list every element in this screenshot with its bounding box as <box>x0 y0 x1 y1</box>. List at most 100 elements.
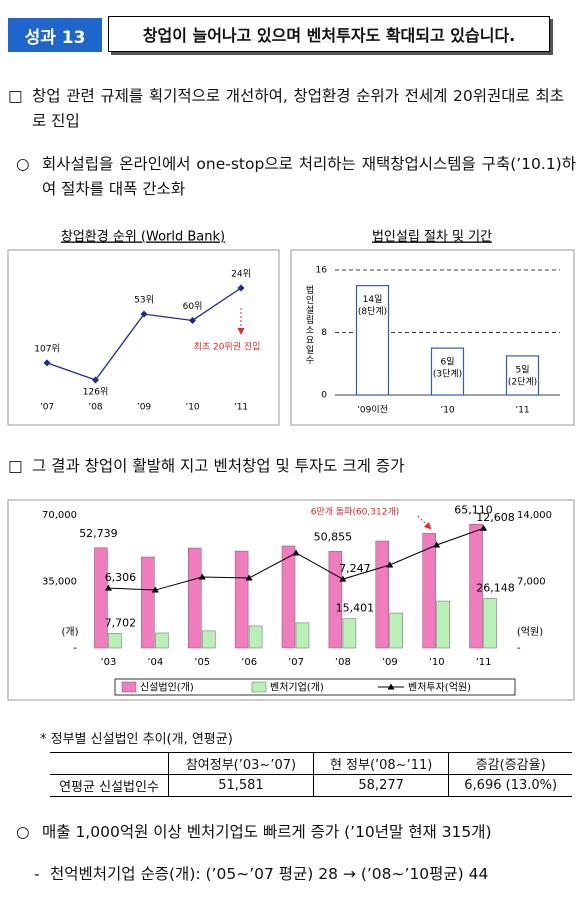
data-label: 65,110 <box>454 503 493 516</box>
bar <box>375 540 390 649</box>
bar <box>328 551 343 649</box>
x-tick-label: ’10 <box>440 406 455 416</box>
x-tick-label: ’11 <box>234 403 248 413</box>
point <box>140 310 148 318</box>
header-cell: 현 정부(’08∼’11) <box>312 752 450 775</box>
y-tick-label: 35,000 <box>42 577 77 588</box>
bar <box>187 547 202 649</box>
data-label: 12,608 <box>476 511 515 524</box>
table: 참여정부(’03∼’07) 현 정부(’08∼’11) 증감(증감율) 연평균 신설… <box>50 752 572 797</box>
x-tick-label: ’03 <box>100 657 116 668</box>
x-tick-label: ’10 <box>429 657 445 668</box>
y2-tick-label: 14,000 <box>517 510 552 521</box>
x-tick-label: ’11 <box>476 657 492 668</box>
section-text: 천억벤처기업 순증(개): (’05∼’07 평균) 28 → (’08∼’10… <box>50 865 489 883</box>
annotation: 최초 20위권 진입 <box>194 341 261 353</box>
y2-tick-label: 7,000 <box>517 577 546 588</box>
x-tick-label: ’04 <box>147 657 163 668</box>
x-tick-label: ’10 <box>185 403 200 413</box>
chart-title: 법인설립 절차 및 기간 <box>372 230 492 245</box>
data-label: 52,739 <box>79 527 118 540</box>
y-tick-label: 8 <box>321 328 327 338</box>
section: □ 창업 관련 규제를 획기적으로 개선하여, 창업환경 순위가 전세계 20위권… <box>8 84 564 134</box>
point <box>245 574 253 581</box>
point <box>433 541 441 548</box>
cell: 58,277 <box>312 774 450 797</box>
x-tick-label: ’07 <box>40 403 54 413</box>
section-text: 창업 관련 규제를 획기적으로 개선하여, 창업환경 순위가 전세계 20위권대… <box>32 87 564 130</box>
legend-swatch <box>251 681 267 693</box>
badge: 성과 13 <box>8 18 102 52</box>
data-label: 7,702 <box>105 616 137 629</box>
point <box>292 549 300 556</box>
legend-swatch <box>387 683 395 690</box>
charts: 창업환경 순위 (World Bank) 107위 ’07 126위 ’08 53위 ’09… <box>7 230 575 701</box>
bar <box>430 347 465 396</box>
data-label: 6일 <box>440 357 454 368</box>
marker: □ <box>8 457 23 475</box>
bar <box>201 630 216 649</box>
bar <box>108 633 122 649</box>
chart-frame <box>7 249 280 426</box>
bar <box>234 550 249 649</box>
legend-label: 벤처기업(개) <box>270 681 324 694</box>
bar <box>389 612 404 649</box>
bar <box>295 622 310 649</box>
header-cell: 증감(증감율) <box>448 752 572 775</box>
point <box>104 584 112 591</box>
point <box>386 561 394 568</box>
section-text: 회사설립을 온라인에서 one-stop으로 처리하는 재택창업시스템을 구축(… <box>42 155 576 198</box>
bar <box>155 632 169 649</box>
data-label: 107위 <box>34 343 59 354</box>
x-tick-label: ’06 <box>241 657 257 668</box>
annotation: 6만개 돌파(60,312개) <box>311 507 400 518</box>
x-tick-label: ’11 <box>515 406 529 416</box>
bar <box>342 618 357 649</box>
legend-frame <box>114 678 516 696</box>
bar <box>483 598 497 649</box>
data-label: 53위 <box>134 295 154 306</box>
point <box>339 575 347 582</box>
data-label: 6,306 <box>105 571 137 584</box>
bar <box>94 547 108 649</box>
arrow <box>417 515 432 530</box>
header-cell: 참여정부(’03∼’07) <box>168 752 314 775</box>
data-label: 5일 <box>515 364 529 375</box>
x-tick-label: ’07 <box>288 657 304 668</box>
point <box>151 586 159 593</box>
point <box>237 284 245 292</box>
x-tick-label: ’09이전 <box>357 405 388 416</box>
headline: 창업이 늘어나고 있으며 벤처투자도 확대되고 있습니다. <box>108 16 550 52</box>
data-label: 26,148 <box>476 581 515 594</box>
legend-label: 벤처투자(억원) <box>408 682 471 694</box>
chart-title: 창업환경 순위 (World Bank) <box>61 230 225 245</box>
step-label: (3단계) <box>433 368 462 380</box>
y-axis-label: 법인설립소요일수 <box>304 285 314 365</box>
step-label: (2단계) <box>508 375 537 387</box>
point <box>480 524 488 531</box>
section: □ 그 결과 창업이 활발해 지고 벤처창업 및 투자도 크게 증가 <box>8 454 564 479</box>
x-tick-label: ’09 <box>382 657 398 668</box>
y-tick-label: - <box>73 643 77 654</box>
marker: ○ <box>16 155 30 173</box>
bar <box>355 285 390 396</box>
point <box>198 573 206 580</box>
marker: ○ <box>16 823 30 841</box>
bar <box>422 533 436 649</box>
step-label: (8단계) <box>358 305 387 317</box>
section: ○ 회사설립을 온라인에서 one-stop으로 처리하는 재택창업시스템을 구축… <box>16 152 576 202</box>
bar <box>505 355 540 396</box>
point <box>43 359 51 367</box>
cell: 51,581 <box>168 774 314 797</box>
legend-swatch <box>121 681 137 693</box>
x-tick-label: ’08 <box>88 403 103 413</box>
cell: 6,696 (13.0%) <box>448 774 572 797</box>
header-cell <box>50 752 169 775</box>
section-text: 그 결과 창업이 활발해 지고 벤처창업 및 투자도 크게 증가 <box>32 457 405 475</box>
point <box>189 316 196 324</box>
marker: □ <box>8 87 23 105</box>
data-label: 24위 <box>231 269 251 280</box>
y2-tick-label: - <box>517 643 521 654</box>
section: ○ 매출 1,000억원 이상 벤처기업도 빠르게 증가 (’10년말 현재 31… <box>16 820 576 845</box>
